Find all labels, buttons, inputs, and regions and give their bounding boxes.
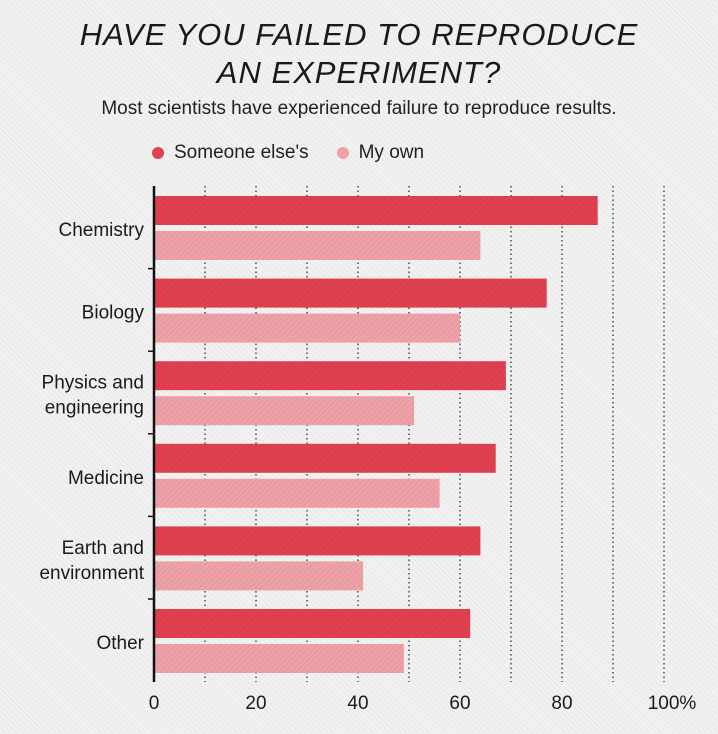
chart-title-line-2: AN EXPERIMENT? [216,55,502,90]
category-label-line: Earth and [62,538,144,559]
category-label: Other [96,633,144,654]
category-label-line: Chemistry [58,220,144,241]
bar [154,644,404,673]
category-label: Earth and environment [39,538,144,584]
chart-title-line-1: HAVE YOU FAILED TO REPRODUCE [79,17,639,52]
bar [154,313,460,343]
bar [154,278,547,308]
bar [154,361,506,391]
x-tick-label: 100% [648,693,697,714]
bar [154,609,471,638]
bar [154,526,481,556]
category-label-line: engineering [45,398,144,419]
x-tick-label: 60 [449,693,470,714]
bar [154,196,598,225]
category-label-line: Other [96,633,144,654]
bar [154,561,364,591]
bar [154,396,415,426]
category-label-line: Biology [82,303,145,324]
legend-dot-icon [336,147,349,159]
bar [154,443,496,473]
x-tick-label: 80 [551,693,572,714]
bar [154,478,440,508]
category-label-line: environment [39,563,144,584]
x-tick-label: 20 [245,693,266,714]
x-tick-label: 40 [347,693,368,714]
legend-label-someone-else: Someone else's [174,142,309,163]
chart-title: HAVE YOU FAILED TO REPRODUCE AN EXPERIME… [0,16,718,92]
x-tick-label: 0 [149,693,160,714]
category-label: Biology [82,303,145,324]
category-label-line: Medicine [68,468,144,489]
category-label-line: Physics and [42,373,144,394]
legend-item-someone-else: Someone else's [152,142,309,164]
legend-label-my-own: My own [358,142,425,163]
legend-dot-icon [152,147,164,159]
bar [154,231,481,260]
chart-legend: Someone else's My own [152,142,452,164]
chart-subtitle: Most scientists have experienced failure… [101,98,617,119]
category-label: Medicine [68,468,144,489]
category-label: Chemistry [58,220,144,241]
legend-item-my-own: My own [336,142,425,164]
category-label: Physics and engineering [42,373,144,419]
